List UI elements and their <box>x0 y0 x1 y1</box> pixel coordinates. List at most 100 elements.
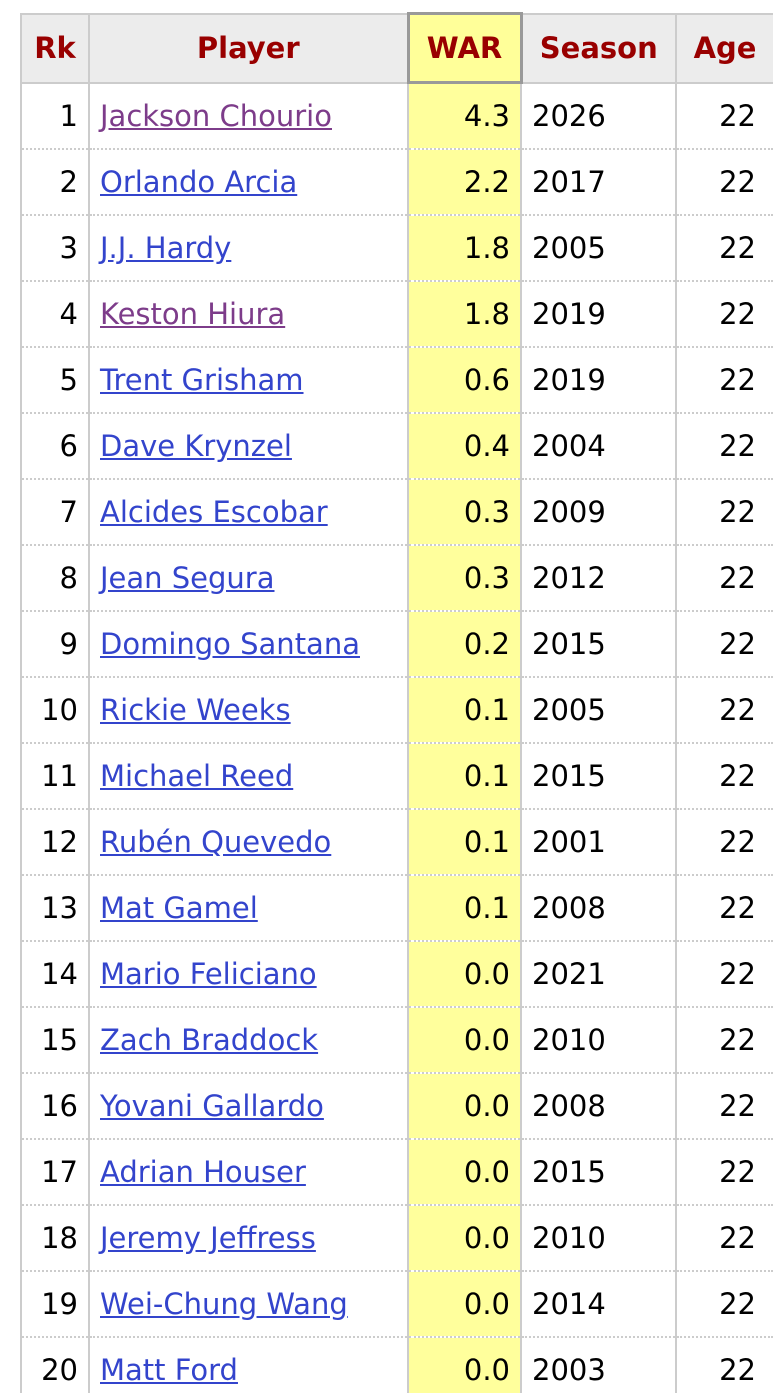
season-cell: 2014 <box>520 1271 677 1338</box>
rk-cell: 13 <box>20 875 90 942</box>
table-row: 20 Matt Ford 0.0 2003 22 <box>20 1337 773 1393</box>
player-cell: Jackson Chourio <box>88 82 409 150</box>
table-row: 10 Rickie Weeks 0.1 2005 22 <box>20 677 773 744</box>
player-cell: Rickie Weeks <box>88 677 409 744</box>
age-cell: 22 <box>675 1007 773 1074</box>
age-cell: 22 <box>675 1139 773 1206</box>
season-cell: 2005 <box>520 677 677 744</box>
age-cell: 22 <box>675 281 773 348</box>
table-row: 16 Yovani Gallardo 0.0 2008 22 <box>20 1073 773 1140</box>
war-cell: 0.1 <box>407 743 522 810</box>
player-cell: Rubén Quevedo <box>88 809 409 876</box>
rk-cell: 1 <box>20 82 90 150</box>
season-cell: 2026 <box>520 82 677 150</box>
column-header[interactable]: WAR <box>406 12 523 84</box>
table-row: 8 Jean Segura 0.3 2012 22 <box>20 545 773 612</box>
war-cell: 0.0 <box>407 941 522 1008</box>
column-header[interactable]: Season <box>520 12 677 84</box>
war-cell: 0.6 <box>407 347 522 414</box>
season-cell: 2019 <box>520 281 677 348</box>
season-cell: 2010 <box>520 1007 677 1074</box>
rk-cell: 18 <box>20 1205 90 1272</box>
table-row: 5 Trent Grisham 0.6 2019 22 <box>20 347 773 414</box>
war-cell: 0.1 <box>407 677 522 744</box>
player-link[interactable]: Jeremy Jeffress <box>100 1221 316 1255</box>
war-cell: 0.0 <box>407 1337 522 1393</box>
player-link[interactable]: Michael Reed <box>100 759 294 793</box>
table-row: 15 Zach Braddock 0.0 2010 22 <box>20 1007 773 1074</box>
player-cell: Adrian Houser <box>88 1139 409 1206</box>
column-header[interactable]: Player <box>88 12 409 84</box>
age-cell: 22 <box>675 149 773 216</box>
age-cell: 22 <box>675 413 773 480</box>
age-cell: 22 <box>675 1205 773 1272</box>
player-link[interactable]: J.J. Hardy <box>100 231 232 265</box>
season-cell: 2019 <box>520 347 677 414</box>
age-cell: 22 <box>675 809 773 876</box>
table-row: 14 Mario Feliciano 0.0 2021 22 <box>20 941 773 1008</box>
war-cell: 0.0 <box>407 1271 522 1338</box>
table-row: 6 Dave Krynzel 0.4 2004 22 <box>20 413 773 480</box>
column-header[interactable]: Age <box>675 12 773 84</box>
age-cell: 22 <box>675 545 773 612</box>
season-cell: 2012 <box>520 545 677 612</box>
rk-cell: 4 <box>20 281 90 348</box>
war-cell: 0.0 <box>407 1073 522 1140</box>
player-link[interactable]: Rickie Weeks <box>100 693 291 727</box>
player-link[interactable]: Zach Braddock <box>100 1023 319 1057</box>
player-link[interactable]: Jean Segura <box>100 561 275 595</box>
rk-cell: 15 <box>20 1007 90 1074</box>
player-link[interactable]: Alcides Escobar <box>100 495 328 529</box>
war-cell: 0.0 <box>407 1139 522 1206</box>
player-link[interactable]: Dave Krynzel <box>100 429 292 463</box>
player-cell: Domingo Santana <box>88 611 409 678</box>
player-cell: Yovani Gallardo <box>88 1073 409 1140</box>
player-link[interactable]: Rubén Quevedo <box>100 825 332 859</box>
table-row: 18 Jeremy Jeffress 0.0 2010 22 <box>20 1205 773 1272</box>
age-cell: 22 <box>675 1271 773 1338</box>
player-link[interactable]: Domingo Santana <box>100 627 360 661</box>
rk-cell: 12 <box>20 809 90 876</box>
age-cell: 22 <box>675 1073 773 1140</box>
season-cell: 2015 <box>520 1139 677 1206</box>
season-cell: 2003 <box>520 1337 677 1393</box>
war-cell: 1.8 <box>407 215 522 282</box>
player-link[interactable]: Keston Hiura <box>100 297 286 331</box>
table-row: 9 Domingo Santana 0.2 2015 22 <box>20 611 773 678</box>
player-link[interactable]: Jackson Chourio <box>100 98 332 133</box>
war-cell: 0.0 <box>407 1007 522 1074</box>
player-link[interactable]: Adrian Houser <box>100 1155 306 1189</box>
age-cell: 22 <box>675 479 773 546</box>
war-cell: 0.3 <box>407 479 522 546</box>
rk-cell: 19 <box>20 1271 90 1338</box>
player-link[interactable]: Orlando Arcia <box>100 165 298 199</box>
rk-cell: 17 <box>20 1139 90 1206</box>
season-cell: 2010 <box>520 1205 677 1272</box>
results-table: Rk Player WAR Season Age 1 Jackson Chourio 4.3… <box>20 12 773 1393</box>
player-link[interactable]: Mat Gamel <box>100 891 258 925</box>
rk-cell: 10 <box>20 677 90 744</box>
player-link[interactable]: Yovani Gallardo <box>100 1089 324 1123</box>
age-cell: 22 <box>675 875 773 942</box>
table-row: 11 Michael Reed 0.1 2015 22 <box>20 743 773 810</box>
player-cell: Keston Hiura <box>88 281 409 348</box>
player-cell: Jeremy Jeffress <box>88 1205 409 1272</box>
war-cell: 0.2 <box>407 611 522 678</box>
player-link[interactable]: Wei-Chung Wang <box>100 1287 348 1321</box>
column-header[interactable]: Rk <box>20 12 90 84</box>
player-link[interactable]: Matt Ford <box>100 1353 238 1387</box>
player-link[interactable]: Trent Grisham <box>100 363 304 397</box>
war-cell: 0.0 <box>407 1205 522 1272</box>
player-cell: Matt Ford <box>88 1337 409 1393</box>
table-row: 19 Wei-Chung Wang 0.0 2014 22 <box>20 1271 773 1338</box>
table-row: 3 J.J. Hardy 1.8 2005 22 <box>20 215 773 282</box>
rk-cell: 16 <box>20 1073 90 1140</box>
season-cell: 2021 <box>520 941 677 1008</box>
age-cell: 22 <box>675 82 773 150</box>
season-cell: 2015 <box>520 743 677 810</box>
age-cell: 22 <box>675 743 773 810</box>
player-cell: J.J. Hardy <box>88 215 409 282</box>
player-cell: Trent Grisham <box>88 347 409 414</box>
player-link[interactable]: Mario Feliciano <box>100 957 317 991</box>
header-row: Rk Player WAR Season Age <box>20 12 773 84</box>
